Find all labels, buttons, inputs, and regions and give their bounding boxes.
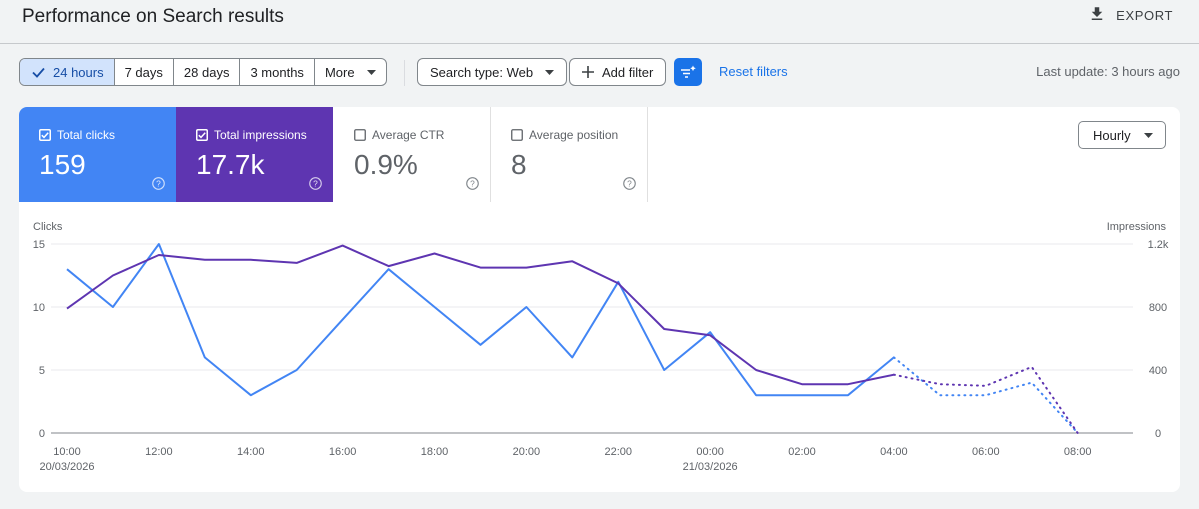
toolbar-divider (404, 60, 405, 86)
svg-text:?: ? (627, 178, 632, 188)
checkbox-unchecked-icon[interactable] (511, 129, 523, 141)
reset-filters-link[interactable]: Reset filters (719, 64, 788, 79)
metric-average-position-label: Average position (529, 128, 619, 142)
left-axis-label: Clicks (33, 221, 63, 233)
metric-average-position[interactable]: Average position 8 ? (491, 107, 648, 202)
metric-average-position-header: Average position (511, 128, 618, 142)
range-more-label: More (324, 64, 355, 80)
metric-total-impressions-label: Total impressions (214, 128, 307, 142)
x-tick-label: 08:00 (1064, 446, 1092, 458)
export-button[interactable]: EXPORT (1088, 5, 1173, 26)
left-tick-label: 0 (39, 428, 45, 440)
metric-average-position-value: 8 (511, 149, 527, 180)
metric-total-impressions-value: 17.7k (196, 149, 265, 180)
granularity-dropdown[interactable]: Hourly (1078, 121, 1166, 149)
x-date-label: 20/03/2026 (39, 461, 94, 473)
page-title: Performance on Search results (22, 6, 284, 27)
clicks-series-line (66, 243, 895, 397)
caret-down-icon (545, 69, 555, 75)
search-type-dropdown[interactable]: Search type: Web (417, 58, 568, 86)
metric-total-clicks-header: Total clicks (39, 128, 115, 142)
filter-toolbar: 24 hours 7 days 28 days 3 months More Se… (0, 58, 1199, 86)
range-7-days[interactable]: 7 days (115, 59, 174, 85)
right-tick-label: 400 (1149, 365, 1167, 377)
search-type-label: Search type: Web (430, 64, 534, 80)
granularity-label: Hourly (1093, 127, 1131, 143)
caret-down-icon (366, 69, 376, 75)
metric-total-impressions-header: Total impressions (196, 128, 307, 142)
range-more-dropdown[interactable]: More (315, 59, 386, 85)
caret-down-icon (1144, 133, 1153, 138)
svg-text:?: ? (313, 178, 318, 188)
plus-icon (582, 66, 594, 78)
x-date-label: 21/03/2026 (683, 461, 738, 473)
left-tick-label: 15 (33, 239, 45, 251)
left-tick-label: 10 (33, 302, 45, 314)
clicks-projected-line (892, 356, 1079, 434)
x-tick-label: 00:00 (696, 446, 724, 458)
metric-average-ctr-header: Average CTR (354, 128, 444, 142)
checkmark-icon (32, 67, 45, 78)
x-tick-label: 18:00 (421, 446, 449, 458)
download-icon (1088, 5, 1106, 26)
performance-card: Total clicks 159 ? Total impressions 17.… (19, 107, 1180, 492)
x-tick-label: 14:00 (237, 446, 265, 458)
x-tick-label: 10:00 (53, 446, 81, 458)
metric-average-ctr[interactable]: Average CTR 0.9% ? (334, 107, 491, 202)
right-tick-label: 1.2k (1148, 239, 1169, 251)
range-28-days[interactable]: 28 days (174, 59, 241, 85)
right-axis-label: Impressions (1107, 221, 1167, 233)
page-header: Performance on Search results EXPORT (0, 0, 1199, 44)
x-tick-label: 22:00 (605, 446, 633, 458)
filter-sparkle-icon (681, 65, 696, 78)
export-label: EXPORT (1116, 8, 1173, 23)
last-update-text: Last update: 3 hours ago (1036, 64, 1180, 79)
x-tick-label: 16:00 (329, 446, 357, 458)
x-tick-label: 12:00 (145, 446, 173, 458)
help-icon[interactable]: ? (623, 177, 636, 190)
impressions-projected-line (892, 365, 1079, 434)
checkbox-checked-icon[interactable] (39, 129, 51, 141)
help-icon[interactable]: ? (466, 177, 479, 190)
add-filter-button[interactable]: Add filter (569, 58, 667, 86)
range-24-hours[interactable]: 24 hours (20, 59, 115, 85)
x-tick-label: 02:00 (788, 446, 816, 458)
range-24-hours-label: 24 hours (53, 64, 104, 80)
left-tick-label: 5 (39, 365, 45, 377)
help-icon[interactable]: ? (309, 177, 322, 190)
metric-total-clicks[interactable]: Total clicks 159 ? (19, 107, 176, 202)
x-tick-label: 20:00 (513, 446, 541, 458)
range-3-months[interactable]: 3 months (240, 59, 315, 85)
right-tick-label: 0 (1155, 428, 1161, 440)
x-tick-label: 04:00 (880, 446, 908, 458)
metric-total-clicks-value: 159 (39, 149, 86, 180)
svg-text:?: ? (470, 178, 475, 188)
x-tick-label: 06:00 (972, 446, 1000, 458)
metric-average-ctr-value: 0.9% (354, 149, 418, 180)
checkbox-unchecked-icon[interactable] (354, 129, 366, 141)
metric-total-clicks-label: Total clicks (57, 128, 116, 142)
right-tick-label: 800 (1149, 302, 1167, 314)
metric-average-ctr-label: Average CTR (372, 128, 445, 142)
metric-total-impressions[interactable]: Total impressions 17.7k ? (176, 107, 333, 202)
checkbox-checked-icon[interactable] (196, 129, 208, 141)
help-icon[interactable]: ? (152, 177, 165, 190)
date-range-selector: 24 hours 7 days 28 days 3 months More (19, 58, 387, 86)
impressions-series-line (66, 244, 895, 386)
filter-settings-button[interactable] (674, 58, 702, 86)
svg-text:?: ? (156, 178, 161, 188)
add-filter-label: Add filter (602, 64, 654, 80)
performance-chart: Clicks Impressions 0 5 10 15 0 400 800 1.2k 10:0… (33, 221, 1169, 473)
